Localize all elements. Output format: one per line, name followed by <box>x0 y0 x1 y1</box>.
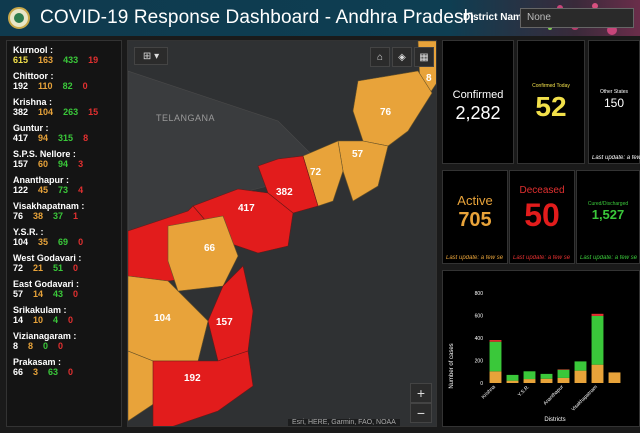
x-tick-label: Visakhapatnam <box>570 384 599 413</box>
layers-button[interactable]: ◈ <box>392 47 412 67</box>
bar-segment[interactable] <box>490 340 502 342</box>
map-label: 382 <box>276 187 293 198</box>
map-label: 76 <box>380 107 391 118</box>
district-select[interactable]: None <box>520 8 634 28</box>
last-update-text: Last update: a few se <box>513 255 575 261</box>
confirmed-today-label: Confirmed Today <box>518 83 584 89</box>
header-bar: COVID-19 Response Dashboard - Andhra Pra… <box>0 0 640 36</box>
y-tick-label: 600 <box>475 314 484 320</box>
bar-segment[interactable] <box>575 371 587 383</box>
confirmed-today-value: 52 <box>518 91 584 123</box>
bar-segment[interactable] <box>575 361 587 370</box>
y-tick-label: 0 <box>480 381 483 387</box>
confirmed-card: Confirmed 2,282 <box>442 40 514 164</box>
bar-segment[interactable] <box>592 316 604 365</box>
bar-segment[interactable] <box>592 314 604 316</box>
bar-segment[interactable] <box>541 379 553 383</box>
map-label: 104 <box>154 313 171 324</box>
confirmed-value: 2,282 <box>443 103 513 124</box>
zoom-in-button[interactable]: + <box>410 383 432 403</box>
select-tool-button[interactable]: ⊞ ▾ <box>134 47 168 65</box>
other-states-label: Other States <box>589 89 639 95</box>
district-filter-label: District Name <box>463 12 527 23</box>
x-tick-label: Y.S.R. <box>517 384 531 398</box>
map-label: 57 <box>352 149 363 160</box>
active-label: Active <box>443 193 507 208</box>
zoom-out-button[interactable]: − <box>410 403 432 423</box>
bar-segment[interactable] <box>592 365 604 383</box>
map-label: 66 <box>204 243 215 254</box>
map-label: 8 <box>426 73 432 84</box>
cured-card: Cured/Discharged 1,527 Last update: a fe… <box>576 170 640 264</box>
bar-segment[interactable] <box>541 374 553 379</box>
bar-segment[interactable] <box>507 375 519 381</box>
y-tick-label: 400 <box>475 336 484 342</box>
y-tick-label: 200 <box>475 359 484 365</box>
last-update-text: Last update: a few se <box>592 155 640 161</box>
basemap-button[interactable]: ▦ <box>414 47 434 67</box>
map-attribution: Esri, HERE, Garmin, FAO, NOAA <box>288 419 400 426</box>
other-states-card: Other States 150 Last update: a few se <box>588 40 640 164</box>
x-tick-label: Krishna <box>481 384 497 400</box>
map-label: 192 <box>184 373 201 384</box>
bar-segment[interactable] <box>490 342 502 372</box>
deceased-value: 50 <box>510 197 574 234</box>
map-canvas <box>128 41 437 427</box>
home-button[interactable]: ⌂ <box>370 47 390 67</box>
bar-segment[interactable] <box>558 378 570 383</box>
confirmed-label: Confirmed <box>443 89 513 101</box>
state-emblem-logo <box>8 7 30 29</box>
bar-segment[interactable] <box>609 372 621 383</box>
deceased-card: Deceased 50 Last update: a few se <box>509 170 575 264</box>
map-label: 72 <box>310 167 321 178</box>
active-value: 705 <box>443 209 507 232</box>
map-state-label: TELANGANA <box>156 113 215 123</box>
map-label: 417 <box>238 203 255 214</box>
x-tick-label: Ananthapur <box>542 384 565 407</box>
district-map[interactable]: ⊞ ▾ ⌂ ◈ ▦ TELANGANA 8 76 57 72 382 417 6… <box>127 40 437 427</box>
page-title: COVID-19 Response Dashboard - Andhra Pra… <box>40 7 474 29</box>
y-tick-label: 800 <box>475 291 484 297</box>
other-states-value: 150 <box>589 96 639 110</box>
bar-segment[interactable] <box>507 381 519 383</box>
bar-segment[interactable] <box>524 379 536 383</box>
cases-bar-chart: Number of cases Districts 8006004002000 … <box>443 271 640 428</box>
active-card: Active 705 Last update: a few se <box>442 170 508 264</box>
bar-segment[interactable] <box>524 371 536 379</box>
chart-ylabel: Number of cases <box>449 343 455 388</box>
map-label: 157 <box>216 317 233 328</box>
deceased-label: Deceased <box>510 185 574 196</box>
last-update-text: Last update: a few se <box>446 255 508 261</box>
confirmed-today-card: Confirmed Today 52 <box>517 40 585 164</box>
chart-xlabel: Districts <box>544 417 565 423</box>
last-update-text: Last update: a few se <box>580 255 640 261</box>
bar-segment[interactable] <box>558 370 570 378</box>
bar-segment[interactable] <box>490 371 502 383</box>
cured-value: 1,527 <box>577 207 639 222</box>
